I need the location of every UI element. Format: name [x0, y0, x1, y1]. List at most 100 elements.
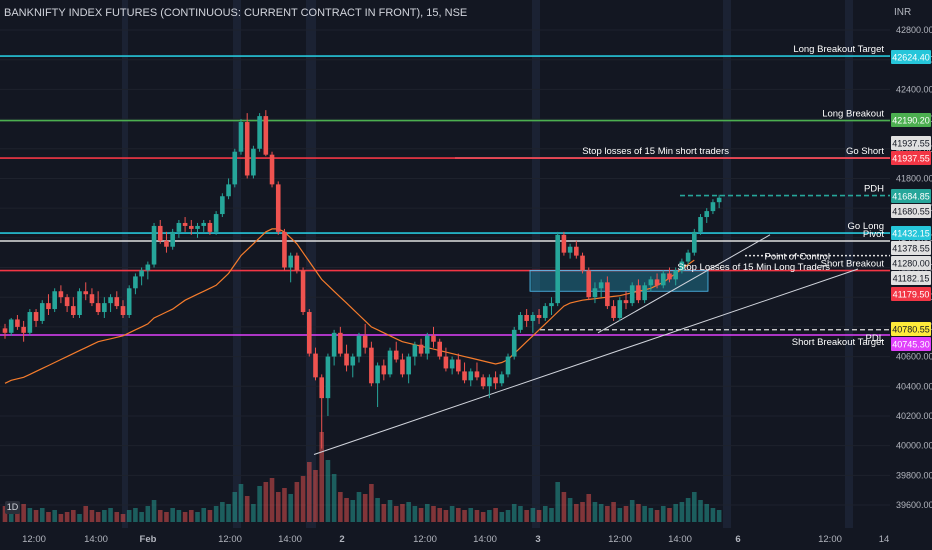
trend-line: [597, 234, 771, 334]
volume-bar: [574, 504, 579, 522]
candle-body: [431, 335, 436, 342]
candle-body: [623, 300, 629, 304]
candle-body: [710, 202, 716, 212]
candle-body: [232, 151, 238, 185]
session-band: [532, 0, 540, 530]
candle-body: [667, 273, 672, 280]
volume-bar: [244, 496, 250, 522]
candle-body: [257, 116, 262, 149]
y-tick-label: 41800.00: [896, 173, 932, 183]
price-badge: [891, 256, 931, 270]
volume-bar: [151, 500, 157, 522]
volume-bar: [39, 508, 45, 522]
volume-bar: [52, 510, 57, 522]
candle-body: [449, 359, 455, 369]
volume-bar: [263, 482, 269, 522]
volume-bar: [400, 504, 405, 522]
session-band: [122, 0, 128, 530]
moving-average-line: [4, 228, 695, 384]
candle-body: [27, 312, 33, 333]
volume-bar: [64, 512, 70, 522]
volume-bar: [251, 504, 256, 522]
candle-body: [244, 122, 250, 176]
candle-body: [660, 273, 666, 286]
volume-bar: [27, 508, 33, 522]
level-label: Pivot: [863, 229, 884, 240]
candle-body: [151, 225, 157, 265]
trend-line: [313, 268, 859, 456]
candle-body: [679, 261, 685, 271]
volume-bar: [21, 504, 26, 522]
candle-body: [77, 291, 82, 315]
x-tick-label: 14: [879, 534, 890, 545]
volume-bar: [710, 508, 716, 522]
price-badge-label: 40745.30: [892, 340, 930, 350]
price-badge: [891, 287, 931, 301]
volume-bar: [207, 510, 213, 522]
volume-bar: [493, 508, 498, 522]
candle-body: [251, 148, 256, 176]
volume-bar: [542, 506, 548, 522]
y-tick-label: 42400.00: [896, 84, 932, 94]
candle-body: [487, 377, 492, 387]
candle-body: [39, 303, 45, 321]
x-tick-label: 6: [735, 534, 740, 545]
price-badge-label: 40780.55: [892, 325, 930, 335]
volume-bar: [611, 502, 616, 522]
candle-body: [275, 184, 281, 232]
candle-body: [418, 344, 424, 354]
candle-body: [518, 315, 523, 330]
volume-bar: [685, 498, 691, 522]
candle-body: [269, 154, 275, 185]
volume-bar: [406, 502, 411, 522]
volume-bar: [338, 492, 343, 522]
price-badge: [891, 226, 931, 240]
volume-bar: [71, 510, 76, 522]
volume-bar: [275, 492, 281, 522]
volume-bar: [102, 510, 107, 522]
volume-bar: [418, 508, 424, 522]
candle-body: [58, 291, 64, 298]
candle-body: [468, 371, 474, 381]
candle-body: [189, 225, 194, 229]
candle-body: [170, 231, 175, 247]
price-badge: [891, 322, 931, 336]
candle-body: [412, 344, 418, 357]
price-badge-label: 41182.15: [893, 274, 930, 284]
volume-bar: [487, 510, 492, 522]
volume-bar: [468, 508, 474, 522]
volume-bar: [623, 506, 629, 522]
volume-bar: [617, 508, 623, 522]
candle-body: [387, 350, 393, 375]
volume-bar: [58, 514, 64, 522]
volume-bar: [344, 498, 349, 522]
candle-body: [8, 319, 14, 333]
candle-body: [598, 282, 604, 289]
candle-body: [338, 332, 343, 354]
volume-bar: [319, 432, 325, 522]
volume-bar: [114, 512, 120, 522]
volume-bar: [704, 504, 710, 522]
candle-body: [331, 332, 337, 357]
volume-bar: [300, 476, 306, 522]
volume-bar: [598, 504, 604, 522]
volume-bar: [412, 506, 418, 522]
volume-bar: [654, 510, 660, 522]
candle-body: [400, 359, 405, 375]
x-tick-label: 12:00: [818, 534, 842, 545]
candle-body: [536, 315, 542, 318]
candle-body: [685, 252, 691, 262]
volume-bar: [83, 506, 89, 522]
volume-bar: [605, 506, 610, 522]
price-badge: [891, 136, 931, 150]
volume-bar: [692, 492, 697, 522]
volume-bar: [474, 510, 480, 522]
candle-body: [617, 300, 623, 318]
volume-bar: [636, 504, 641, 522]
candle-body: [511, 329, 517, 357]
candle-body: [474, 371, 480, 378]
interval-badge[interactable]: 1D: [5, 501, 20, 514]
candle-body: [692, 231, 697, 253]
level-label: Short Breakout: [821, 259, 885, 270]
